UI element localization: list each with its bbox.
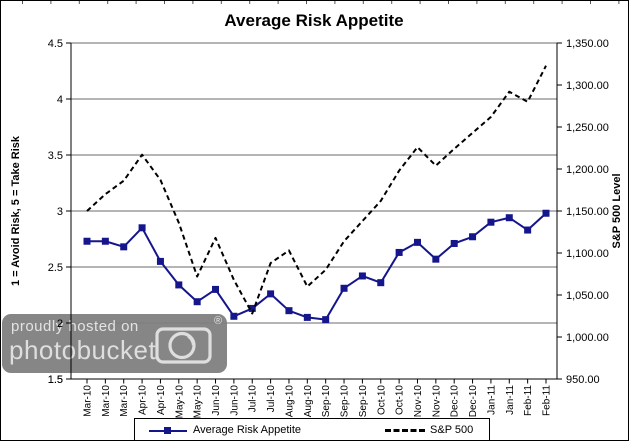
svg-text:Jan-11: Jan-11 xyxy=(486,385,497,415)
left-axis-title: 1 = Avoid Risk, 5 = Take Risk xyxy=(10,135,22,286)
svg-text:Jun-10: Jun-10 xyxy=(229,385,240,416)
chart-legend: Average Risk Appetite S&P 500 xyxy=(134,418,490,440)
svg-text:1,050.00: 1,050.00 xyxy=(566,290,609,302)
series-markers-risk-appetite xyxy=(83,209,550,324)
top-ruler-ticks xyxy=(22,1,620,4)
svg-text:Nov-10: Nov-10 xyxy=(413,385,424,418)
svg-text:1,000.00: 1,000.00 xyxy=(566,332,609,344)
right-axis-title: S&P 500 Level xyxy=(611,173,623,248)
svg-text:Jul-10: Jul-10 xyxy=(266,385,277,413)
svg-text:Feb-11: Feb-11 xyxy=(523,385,534,416)
svg-text:3.5: 3.5 xyxy=(48,150,63,162)
sp500-series-swatch-icon xyxy=(385,426,426,435)
svg-text:4: 4 xyxy=(57,94,63,106)
photobucket-watermark: proudly hosted on photobucket ® xyxy=(2,314,227,373)
svg-text:1,100.00: 1,100.00 xyxy=(566,248,609,260)
svg-text:2.5: 2.5 xyxy=(48,262,63,274)
svg-text:Dec-10: Dec-10 xyxy=(468,385,479,418)
svg-text:Sep-10: Sep-10 xyxy=(358,385,369,418)
svg-text:Feb-11: Feb-11 xyxy=(542,385,553,416)
svg-text:Apr-10: Apr-10 xyxy=(138,385,149,415)
svg-text:Jul-10: Jul-10 xyxy=(248,385,259,413)
svg-text:Oct-10: Oct-10 xyxy=(376,385,387,415)
series-line-sp500 xyxy=(86,65,547,315)
svg-text:Jan-11: Jan-11 xyxy=(505,385,516,415)
svg-text:1.5: 1.5 xyxy=(48,374,63,386)
legend-label-sp500: S&P 500 xyxy=(430,424,474,436)
svg-text:4.5: 4.5 xyxy=(48,38,63,50)
watermark-tagline: proudly hosted on xyxy=(11,318,139,335)
svg-text:Sep-10: Sep-10 xyxy=(340,385,351,418)
svg-text:2: 2 xyxy=(57,318,63,330)
registered-mark: ® xyxy=(214,315,223,327)
svg-text:Nov-10: Nov-10 xyxy=(431,385,442,418)
legend-item-sp500: S&P 500 xyxy=(385,424,473,436)
risk-series-swatch-icon xyxy=(149,426,187,435)
svg-text:Dec-10: Dec-10 xyxy=(450,385,461,418)
svg-text:1,250.00: 1,250.00 xyxy=(566,122,609,134)
svg-text:May-10: May-10 xyxy=(193,385,204,419)
chart-title: Average Risk Appetite xyxy=(224,11,403,30)
svg-text:Mar-10: Mar-10 xyxy=(119,385,130,417)
svg-text:Aug-10: Aug-10 xyxy=(284,385,295,418)
svg-text:May-10: May-10 xyxy=(174,385,185,419)
svg-text:1,150.00: 1,150.00 xyxy=(566,206,609,218)
legend-label-risk-appetite: Average Risk Appetite xyxy=(193,424,302,436)
svg-text:Mar-10: Mar-10 xyxy=(101,385,112,417)
svg-text:1,350.00: 1,350.00 xyxy=(566,38,609,50)
svg-text:Jun-10: Jun-10 xyxy=(211,385,222,416)
svg-text:3: 3 xyxy=(57,206,63,218)
svg-text:Sep-10: Sep-10 xyxy=(321,385,332,418)
gridlines: 4.5 4 3.5 3 2.5 2 1.5 1,350.00 1,300.00 1,250.00 1… xyxy=(48,38,609,386)
camera-icon xyxy=(155,327,212,364)
svg-text:1,300.00: 1,300.00 xyxy=(566,80,609,92)
svg-text:Mar-10: Mar-10 xyxy=(83,385,94,417)
svg-text:Oct-10: Oct-10 xyxy=(395,385,406,415)
watermark-brand: photobucket xyxy=(9,335,157,365)
svg-text:950.00: 950.00 xyxy=(566,374,600,386)
svg-text:Apr-10: Apr-10 xyxy=(156,385,167,415)
svg-text:1.5: 1.5 xyxy=(48,374,63,386)
x-axis-labels: Mar-10 Mar-10 Mar-10 Apr-10 Apr-10 May-10 May-… xyxy=(83,379,553,418)
svg-text:1,200.00: 1,200.00 xyxy=(566,164,609,176)
svg-text:Aug-10: Aug-10 xyxy=(303,385,314,418)
legend-item-risk-appetite: Average Risk Appetite xyxy=(149,424,301,436)
